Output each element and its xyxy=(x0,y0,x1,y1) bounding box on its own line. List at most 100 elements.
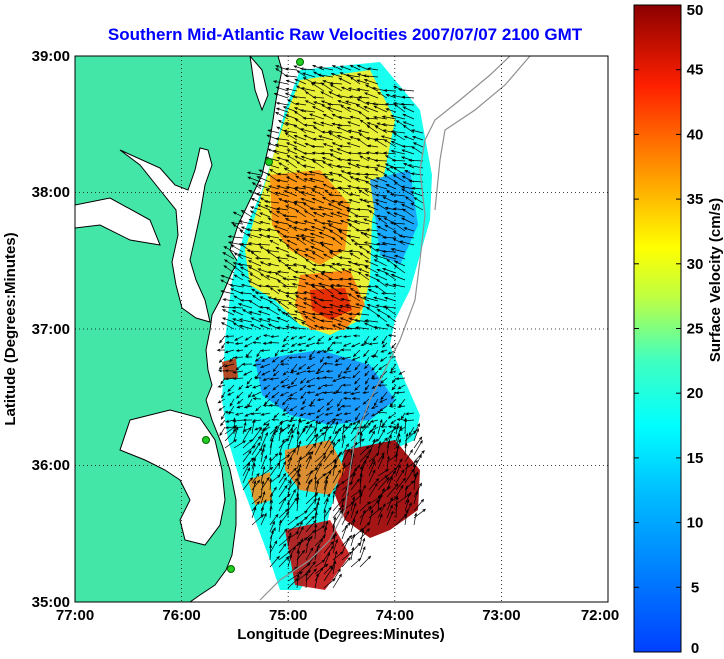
velocity-arrow xyxy=(232,322,244,330)
velocity-arrow xyxy=(269,335,280,339)
velocity-arrow xyxy=(286,384,298,389)
velocity-arrow xyxy=(308,349,316,359)
velocity-arrow xyxy=(242,309,253,316)
velocity-arrow xyxy=(232,377,244,381)
velocity-arrow xyxy=(306,363,316,370)
velocity-arrow xyxy=(377,486,391,498)
velocity-arrow xyxy=(237,303,253,309)
velocity-arrow xyxy=(291,282,307,288)
velocity-arrow xyxy=(300,321,316,330)
velocity-arrow xyxy=(242,450,252,463)
velocity-arrow xyxy=(329,84,343,92)
colorbar-tick-label: 0 xyxy=(691,640,699,657)
velocity-arrow xyxy=(278,496,286,512)
velocity-arrow xyxy=(251,427,263,442)
velocity-arrow xyxy=(390,130,406,134)
velocity-arrow xyxy=(278,484,288,498)
velocity-arrow xyxy=(332,560,337,575)
velocity-arrow xyxy=(334,363,343,367)
velocity-arrow xyxy=(363,349,370,358)
velocity-arrow xyxy=(283,167,298,176)
velocity-arrow xyxy=(336,164,352,169)
velocity-arrow xyxy=(265,284,280,288)
velocity-arrow xyxy=(403,135,415,141)
velocity-arrow xyxy=(336,126,352,134)
velocity-arrow xyxy=(269,437,274,456)
velocity-arrow xyxy=(271,391,280,399)
velocity-arrow xyxy=(305,342,316,347)
velocity-arrow xyxy=(221,317,235,323)
velocity-arrow xyxy=(244,412,253,417)
velocity-arrow xyxy=(262,419,271,426)
velocity-arrow xyxy=(305,519,317,533)
velocity-arrow xyxy=(294,303,307,309)
velocity-arrow xyxy=(295,102,307,106)
velocity-arrow xyxy=(269,505,273,519)
velocity-arrow xyxy=(374,184,388,190)
velocity-arrow xyxy=(296,538,303,554)
velocity-arrow xyxy=(267,148,280,155)
velocity-arrow xyxy=(246,171,262,176)
velocity-arrow xyxy=(305,419,316,424)
velocity-arrow xyxy=(254,291,271,295)
velocity-arrow xyxy=(372,335,379,342)
velocity-arrow xyxy=(359,505,372,519)
velocity-arrow xyxy=(356,207,370,211)
velocity-arrow xyxy=(302,291,316,295)
velocity-arrow xyxy=(354,384,361,391)
velocity-arrow xyxy=(386,439,391,456)
velocity-arrow xyxy=(364,384,370,391)
velocity-arrow xyxy=(395,458,403,470)
velocity-arrow xyxy=(374,199,388,204)
velocity-arrow xyxy=(321,103,334,113)
velocity-arrow xyxy=(293,141,307,148)
velocity-arrow xyxy=(363,106,379,113)
velocity-arrow xyxy=(400,185,415,190)
velocity-arrow xyxy=(390,248,406,253)
velocity-arrow xyxy=(395,477,407,491)
velocity-arrow xyxy=(390,114,406,120)
velocity-arrow xyxy=(362,199,379,204)
velocity-arrow xyxy=(373,159,388,163)
velocity-arrow xyxy=(298,363,307,370)
velocity-arrow xyxy=(284,312,298,323)
velocity-arrow xyxy=(300,197,316,204)
velocity-arrow xyxy=(323,578,336,589)
grid xyxy=(75,56,608,602)
velocity-arrow xyxy=(310,82,325,92)
velocity-arrow xyxy=(341,383,352,387)
velocity-arrow xyxy=(259,349,271,353)
velocity-arrow xyxy=(249,273,262,281)
velocity-arrow xyxy=(296,430,300,449)
velocity-arrow xyxy=(259,197,271,204)
velocity-arrow xyxy=(350,495,355,512)
velocity-arrow xyxy=(329,149,343,155)
velocity-arrow xyxy=(222,252,235,260)
velocity-arrow xyxy=(400,412,406,420)
velocity-arrow xyxy=(268,341,280,345)
velocity-arrow xyxy=(278,528,288,540)
velocity-arrow xyxy=(402,124,415,134)
velocity-arrow xyxy=(227,384,235,393)
velocity-arrow xyxy=(341,536,350,554)
velocity-arrow xyxy=(242,439,253,449)
velocity-arrow xyxy=(217,384,226,388)
velocity-arrow xyxy=(384,224,397,232)
velocity-arrow xyxy=(341,423,346,442)
velocity-arrow xyxy=(262,341,271,345)
velocity-arrow xyxy=(243,342,253,348)
velocity-arrow xyxy=(287,467,297,477)
velocity-arrow xyxy=(315,412,325,419)
velocity-arrow xyxy=(233,426,239,442)
velocity-arrow xyxy=(284,263,298,267)
velocity-arrow xyxy=(405,412,415,416)
velocity-arrow xyxy=(296,440,302,456)
velocity-arrow xyxy=(296,521,303,533)
velocity-arrow xyxy=(413,498,425,512)
velocity-arrow xyxy=(381,123,397,127)
velocity-arrow xyxy=(356,138,370,148)
colorbar-gradient xyxy=(633,4,682,653)
velocity-arrow xyxy=(231,310,244,316)
velocity-arrow xyxy=(348,223,361,232)
velocity-arrow xyxy=(242,467,250,484)
